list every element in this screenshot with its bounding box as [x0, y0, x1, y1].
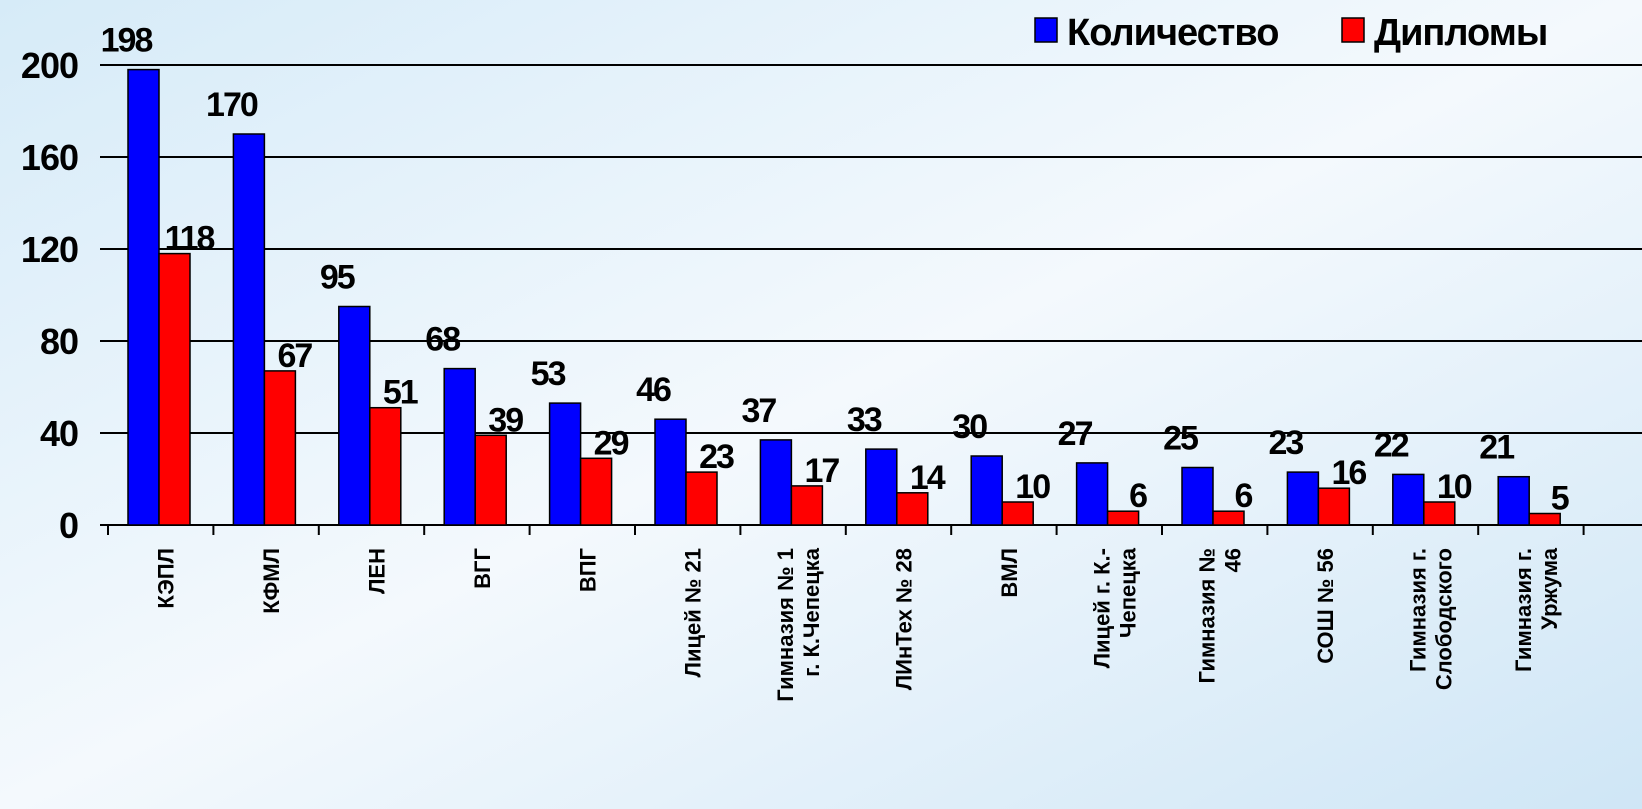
bar: [232, 133, 266, 526]
bar: [127, 68, 160, 526]
bar: [1075, 462, 1109, 526]
value-label: 17: [804, 452, 839, 490]
value-label: 53: [531, 355, 566, 393]
value-label: 22: [1374, 426, 1409, 464]
value-label: 170: [206, 86, 258, 124]
bar: [548, 402, 582, 526]
bar: [369, 406, 402, 526]
bar: [474, 434, 507, 526]
x-tick-label: Лицей г. К.-Чепецка: [1089, 547, 1140, 668]
y-tick-label: 0: [59, 505, 78, 546]
value-label: 33: [847, 401, 882, 439]
bar: [1106, 510, 1140, 526]
bar: [1392, 473, 1425, 526]
value-label: 37: [741, 392, 776, 430]
y-tick-label: 160: [21, 137, 78, 178]
x-tick-label: ВПГ: [575, 547, 600, 592]
bar: [263, 370, 297, 526]
bar: [579, 457, 613, 526]
value-label: 39: [488, 401, 523, 439]
legend-label: Количество: [1067, 12, 1278, 54]
bar: [1181, 466, 1214, 526]
y-tick-label: 80: [40, 321, 78, 362]
x-tick-label: ЛЕН: [365, 548, 390, 594]
legend-label: Дипломы: [1374, 12, 1547, 54]
bar: [790, 485, 824, 526]
value-label: 198: [101, 22, 153, 60]
value-label: 14: [910, 459, 946, 497]
value-label: 21: [1479, 429, 1514, 467]
bar: [865, 448, 898, 526]
bar: [1212, 510, 1245, 526]
bar: [338, 305, 371, 526]
value-label: 118: [165, 220, 215, 258]
x-tick-label: КФМЛ: [259, 548, 284, 614]
x-tick-label: ВМЛ: [997, 548, 1022, 598]
x-tick-label: Гимназия г.Слободского: [1406, 548, 1457, 690]
value-label: 68: [425, 321, 460, 359]
x-tick-label: КЭПЛ: [154, 548, 179, 609]
bar: [443, 367, 476, 526]
bar: [896, 492, 929, 526]
x-tick-label: Гимназия №46: [1195, 548, 1246, 683]
y-tick-label: 120: [21, 229, 78, 270]
bar: [685, 471, 718, 526]
value-label: 95: [320, 259, 355, 297]
x-tick-label: СОШ № 56: [1313, 548, 1338, 664]
value-label: 46: [636, 371, 671, 409]
value-label: 67: [277, 337, 312, 375]
value-label: 5: [1551, 480, 1569, 518]
value-label: 6: [1129, 477, 1147, 515]
legend-swatch: [1034, 17, 1058, 43]
bar: [970, 455, 1003, 526]
x-tick-label: ЛИнТех № 28: [892, 548, 917, 690]
bar: [1528, 512, 1561, 526]
value-label: 6: [1235, 477, 1253, 515]
x-tick-label: Гимназия г.Уржума: [1511, 547, 1562, 672]
value-label: 16: [1331, 454, 1366, 492]
y-tick-label: 40: [40, 413, 78, 454]
bar: [654, 418, 687, 526]
bar: [158, 252, 191, 526]
bar: [1286, 471, 1320, 526]
value-label: 10: [1015, 468, 1050, 506]
bar: [1423, 501, 1456, 526]
x-tick-label: Гимназия № 1г. К.Чепецка: [773, 547, 824, 702]
bar: [1001, 501, 1034, 526]
value-label: 51: [383, 374, 418, 412]
x-tick-label: ВГГ: [470, 547, 495, 588]
bar: [1497, 475, 1530, 526]
value-label: 23: [1268, 424, 1303, 462]
value-label: 23: [699, 438, 734, 476]
legend-swatch: [1341, 17, 1365, 43]
bar: [1317, 487, 1351, 526]
bar: [759, 439, 793, 526]
value-label: 30: [952, 408, 987, 446]
x-tick-label: Лицей № 21: [681, 548, 706, 677]
value-label: 25: [1163, 420, 1198, 458]
value-label: 29: [594, 424, 629, 462]
value-label: 27: [1058, 415, 1093, 453]
y-tick-label: 200: [21, 45, 78, 86]
value-label: 10: [1437, 468, 1472, 506]
